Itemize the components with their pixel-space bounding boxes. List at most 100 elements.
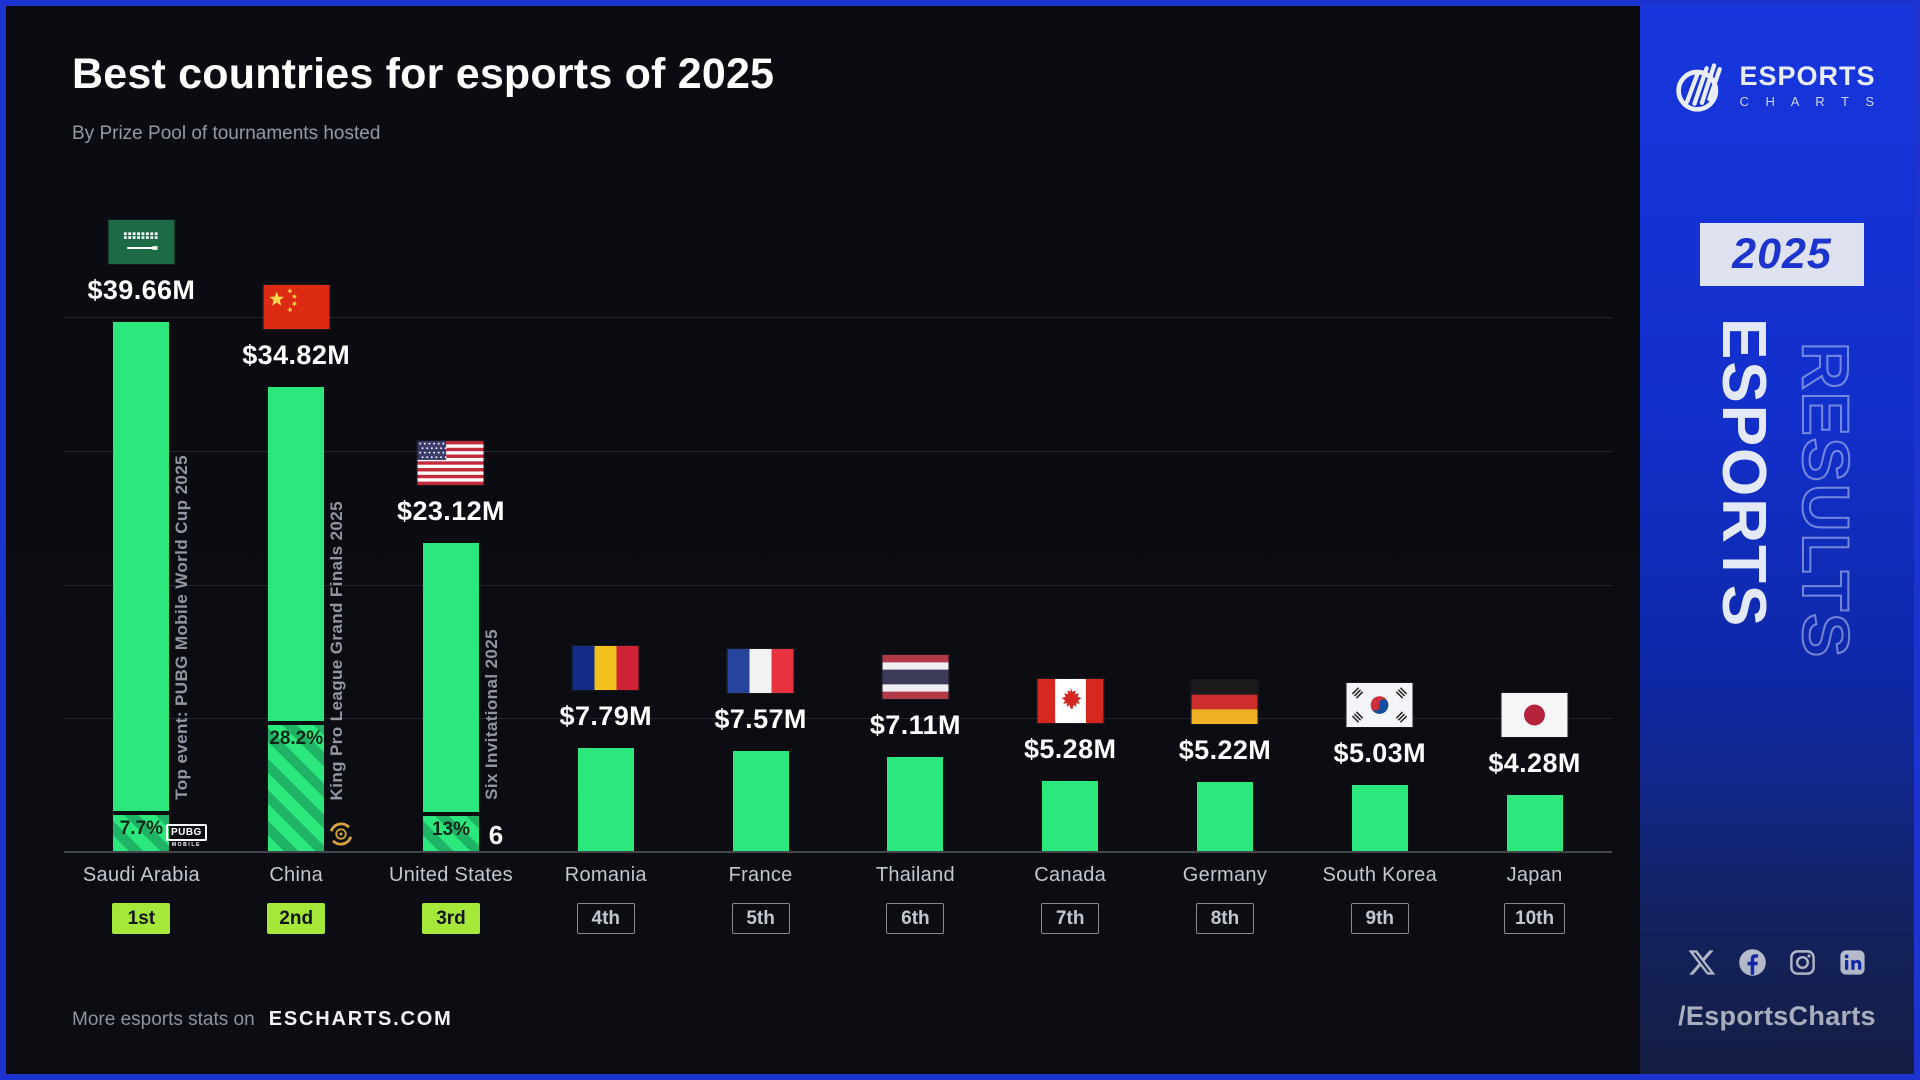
country-name: China (269, 864, 324, 886)
prize-pool-value: $34.82M (242, 340, 351, 370)
flag-cn-icon (263, 285, 330, 329)
top-event-logo: PUBG MOBILE (165, 808, 207, 848)
gridline-30M (64, 451, 1612, 452)
x-label-fr: France 5th (683, 864, 838, 934)
bar-chart-plot: $39.66M 7.7% Top event: PUBG Mobile World … (64, 6, 1612, 852)
x-label-us: United States 3rd (374, 864, 529, 934)
flag-kr-icon (1346, 683, 1413, 727)
prize-pool-bar (1506, 795, 1563, 852)
x-label-th: Thailand 6th (838, 864, 993, 934)
x-label-ca: Canada 7th (993, 864, 1148, 934)
bar-column-sa: $39.66M 7.7% Top event: PUBG Mobile World … (64, 6, 219, 852)
top-event-share-hatch: 7.7% (113, 811, 170, 852)
flag-ca-icon (1037, 679, 1104, 723)
prize-pool-bar: 13% (422, 543, 479, 852)
prize-pool-bar (1351, 785, 1408, 852)
top-event-label: Top event: PUBG Mobile World Cup 2025 (172, 455, 192, 800)
x-label-jp: Japan 10th (1457, 864, 1612, 934)
esports-charts-brand: ESPORTS C H A R T S (1640, 56, 1914, 116)
prize-pool-bar (577, 748, 634, 852)
prize-pool-value: $7.11M (869, 710, 961, 740)
prize-pool-bar: 7.7% (113, 322, 170, 852)
flag-ro-icon (572, 646, 639, 690)
top-event-share-hatch: 13% (422, 812, 479, 852)
esports-charts-logo-icon (1676, 63, 1723, 112)
prize-pool-bar (887, 757, 944, 852)
linkedin-icon[interactable] (1838, 948, 1867, 977)
top-event-label: King Pro League Grand Finals 2025 (327, 500, 347, 800)
country-name: Canada (1034, 864, 1107, 886)
flag-de-icon (1191, 680, 1258, 724)
rank-badge: 8th (1195, 903, 1254, 934)
x-label-sa: Saudi Arabia 1st (64, 864, 219, 934)
rank-badge: 2nd (267, 903, 326, 934)
rank-badge: 7th (1041, 903, 1100, 934)
bar-column-ro: $7.79M (528, 6, 683, 852)
country-name: Saudi Arabia (82, 864, 200, 886)
x-label-de: Germany 8th (1148, 864, 1303, 934)
prize-pool-value: $4.28M (1488, 748, 1581, 778)
rank-badge: 6th (886, 903, 945, 934)
x-label-kr: South Korea 9th (1302, 864, 1457, 934)
bar-column-fr: $7.57M (683, 6, 838, 852)
flag-th-icon (882, 655, 949, 699)
top-event-logo: 6 (477, 808, 515, 848)
facebook-icon[interactable] (1738, 948, 1767, 977)
rank-badge: 10th (1504, 903, 1566, 934)
top-event-logo (322, 808, 360, 848)
prize-pool-value: $7.79M (559, 701, 653, 731)
social-handle[interactable]: /EsportsCharts (1678, 1001, 1876, 1031)
sidebar: ESPORTS C H A R T S 2025 RESULTS ESPORTS… (1640, 6, 1914, 1074)
year-badge: 2025 (1700, 223, 1864, 286)
prize-pool-value: $39.66M (87, 275, 196, 305)
bar-column-us: $23.12M 13% Six Invitational 2025 6 (374, 6, 529, 852)
top-event-share-percent: 13% (431, 819, 470, 840)
flag-jp-icon (1501, 693, 1568, 737)
flag-sa-icon (108, 220, 175, 264)
x-icon[interactable] (1687, 948, 1717, 977)
gridline-40M (64, 317, 1612, 318)
prize-pool-bar (1042, 781, 1099, 852)
page-title: Best countries for esports of 2025 (72, 50, 775, 98)
rank-badge: 4th (576, 903, 635, 934)
gridline-10M (64, 718, 1612, 719)
chart-panel: Best countries for esports of 2025 By Pr… (6, 6, 1640, 1074)
x-label-ro: Romania 4th (528, 864, 683, 934)
rank-badge: 3rd (421, 903, 480, 934)
footer: More esports stats on ESCHARTS.COM (72, 1008, 453, 1031)
prize-pool-bar: 28.2% (268, 387, 325, 852)
bar-column-th: $7.11M (838, 6, 993, 852)
country-name: France (728, 864, 793, 886)
rank-badge: 9th (1350, 903, 1409, 934)
bar-column-jp: $4.28M (1457, 6, 1612, 852)
country-name: Germany (1182, 864, 1268, 886)
prize-pool-bar (1196, 782, 1253, 852)
page-subtitle: By Prize Pool of tournaments hosted (72, 123, 381, 144)
vertical-text-esports: ESPORTS (1709, 318, 1778, 629)
bar-columns: $39.66M 7.7% Top event: PUBG Mobile World … (64, 6, 1612, 852)
instagram-icon[interactable] (1788, 948, 1817, 977)
country-name: Thailand (875, 864, 955, 886)
country-name: Japan (1506, 864, 1563, 886)
king-pro-league-logo (330, 822, 353, 846)
social-icons-row (1640, 948, 1914, 977)
x-axis-line (64, 851, 1612, 853)
prize-pool-bar (732, 751, 789, 852)
brand-subname: C H A R T S (1739, 94, 1881, 109)
country-name: South Korea (1322, 864, 1438, 886)
country-name: Romania (564, 864, 647, 886)
rank-badge: 5th (731, 903, 790, 934)
flag-us-icon (417, 441, 484, 485)
top-event-share-hatch: 28.2% (268, 721, 325, 852)
bar-column-ca: $5.28M (993, 6, 1148, 852)
bar-column-de: $5.22M (1148, 6, 1303, 852)
flag-fr-icon (727, 649, 794, 693)
rank-badge: 1st (112, 903, 171, 934)
prize-pool-value: $7.57M (714, 704, 807, 734)
bar-column-cn: $34.82M 28.2% King Pro League Grand Finals… (219, 6, 374, 852)
top-event-label: Six Invitational 2025 (481, 629, 501, 800)
bar-column-kr: $5.03M (1302, 6, 1457, 852)
x-label-cn: China 2nd (219, 864, 374, 934)
escharts-site-link[interactable]: ESCHARTS.COM (268, 1008, 453, 1030)
footer-text: More esports stats on (72, 1009, 255, 1030)
